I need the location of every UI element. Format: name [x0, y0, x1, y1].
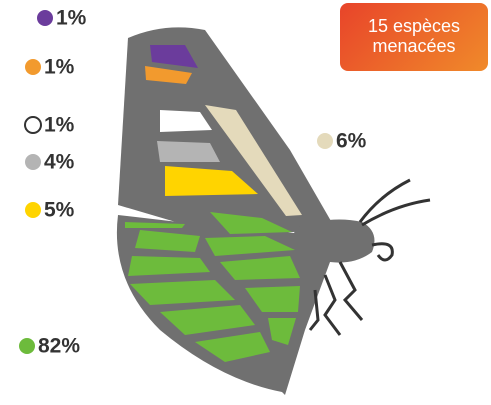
legend-dot: [25, 202, 41, 218]
proboscis: [372, 244, 392, 260]
legend-dot: [25, 117, 41, 133]
legend-dot: [25, 59, 41, 75]
legend-dot: [25, 154, 41, 170]
value-label: 82%: [38, 335, 80, 358]
value-label: 1%: [56, 7, 87, 30]
antennae: [360, 180, 430, 225]
value-label: 4%: [44, 151, 75, 174]
value-label: 5%: [44, 199, 75, 222]
value-label: 1%: [44, 56, 75, 79]
wing-cell: [157, 141, 220, 162]
legend-dot: [37, 10, 53, 26]
legend-dot: [317, 133, 333, 149]
value-label: 6%: [336, 130, 367, 153]
value-label: 1%: [44, 114, 75, 137]
infographic: 1% 1% 1% 4% 5% 6% 82% 15 espèces menacées: [0, 0, 491, 405]
title-box: 15 espèces menacées: [340, 3, 488, 71]
legend-dot: [19, 338, 35, 354]
